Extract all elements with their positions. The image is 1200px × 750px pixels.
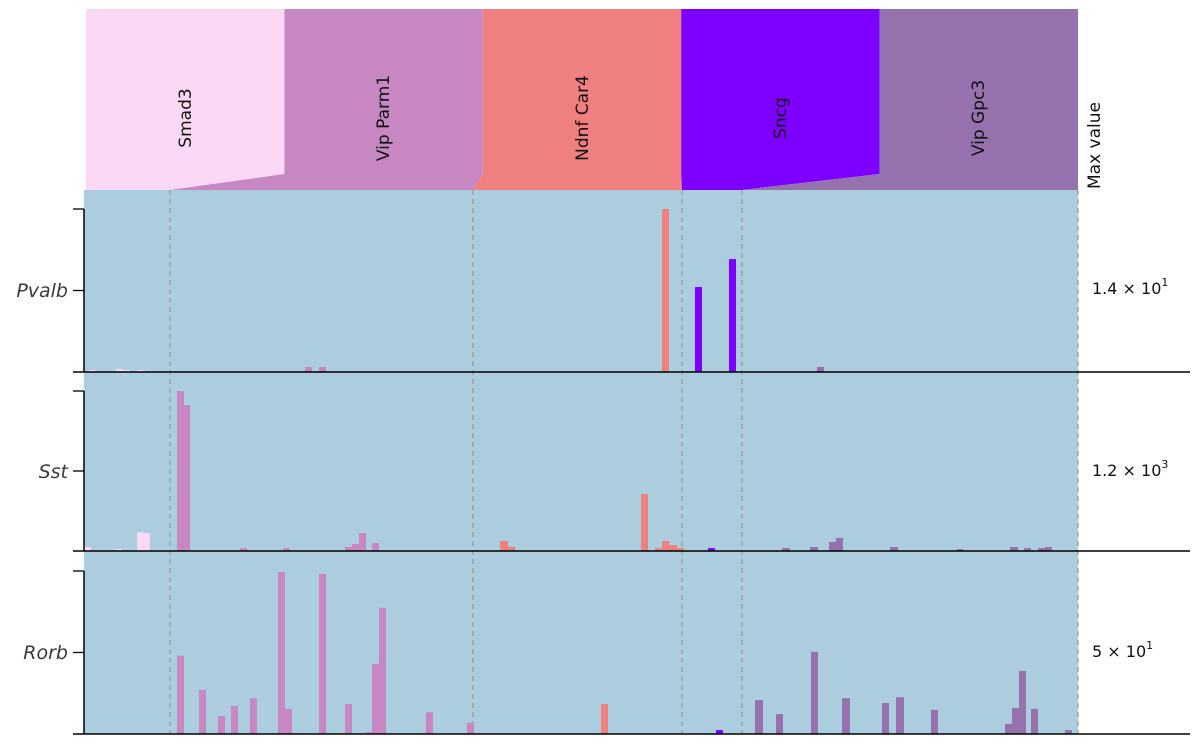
group-block-0 [86,9,285,190]
bar-pvalb [695,287,702,372]
bar-rorb [366,732,372,734]
bar-sst [677,548,684,551]
bar-sst [345,547,352,551]
bar-rorb [467,722,474,734]
group-separator-gridlines [169,190,1079,734]
bar-pvalb [137,370,145,372]
bar-pvalb [662,209,669,372]
bar-rorb [285,708,292,734]
bar-pvalb [729,259,736,372]
bar-rorb [218,716,225,734]
max-value-rorb: 5 × 101 [1092,639,1153,661]
bar-rorb [1005,723,1012,734]
bar-rorb [842,698,850,734]
group-label-ndnf-car4: Ndnf Car4 [573,75,593,161]
bar-sst [641,493,648,551]
group-label-vip-parm1: Vip Parm1 [374,75,394,161]
bar-sst [137,532,144,551]
group-label-vip-gpc3: Vip Gpc3 [969,80,989,156]
bar-rorb [896,697,904,734]
track-axes [73,208,1190,735]
track-label-sst: Sst [39,461,70,483]
bar-sst [1024,548,1031,551]
bar-rorb [1031,708,1038,734]
bar-rorb [755,700,763,734]
bar-sst [500,541,508,551]
plot-background [84,190,1078,734]
bar-pvalb [305,366,312,372]
bar-sst [836,537,843,551]
bar-rorb [882,703,889,734]
bar-rorb [199,689,206,734]
bar-rorb [1065,730,1072,734]
bar-sst [283,548,290,551]
bar-sst [372,543,379,551]
max-value-pvalb: 1.4 × 101 [1092,276,1168,298]
group-header-band [86,9,1078,190]
bar-sst [84,547,91,551]
bar-sst [1038,548,1045,551]
bar-sst [184,405,190,551]
bar-sst [957,549,963,551]
bar-rorb [372,663,379,734]
bar-sst [669,545,677,551]
bar-rorb [177,655,184,734]
bar-sst [782,548,790,551]
expression-bars [84,209,1072,734]
bar-sst [359,533,366,551]
bar-sst [240,548,247,551]
bar-pvalb [123,370,130,372]
bar-sst [1045,547,1052,551]
bar-rorb [776,714,783,734]
track-label-pvalb: Pvalb [16,280,68,302]
bar-rorb [231,705,238,734]
bar-sst [508,547,515,551]
bar-sst [662,541,669,551]
bar-sst [144,533,150,551]
max-value-sst: 1.2 × 103 [1092,458,1168,480]
bar-pvalb [116,368,123,372]
bar-rorb [319,573,326,734]
bar-pvalb [89,370,96,372]
bar-sst [177,391,184,551]
track-label-rorb: Rorb [23,642,68,664]
bar-rorb [345,704,352,734]
bar-sst [708,548,715,551]
group-block-3 [681,9,880,190]
bar-sst [890,547,898,551]
bar-rorb [716,730,723,734]
bar-rorb [1012,707,1019,734]
bar-sst [352,544,359,551]
bar-sst [655,548,662,551]
bar-sst [1010,547,1018,551]
bar-sst [810,547,818,551]
bar-sst [115,549,122,551]
bar-rorb [379,607,386,734]
bar-rorb [811,651,818,734]
group-block-4 [742,9,1078,190]
bar-sst [829,541,836,551]
max-value-axis-title: Max value [1085,102,1105,189]
bar-rorb [931,709,938,734]
group-block-2 [473,9,682,190]
bar-rorb [250,698,257,734]
bar-rorb [426,712,433,734]
bar-rorb [601,704,608,734]
bar-rorb [278,571,285,734]
bar-pvalb [817,366,824,372]
group-label-sncg: Sncg [771,97,791,139]
group-block-1 [170,9,483,190]
bar-pvalb [319,366,326,372]
group-label-smad3: Smad3 [176,88,196,147]
bar-rorb [1019,671,1026,734]
